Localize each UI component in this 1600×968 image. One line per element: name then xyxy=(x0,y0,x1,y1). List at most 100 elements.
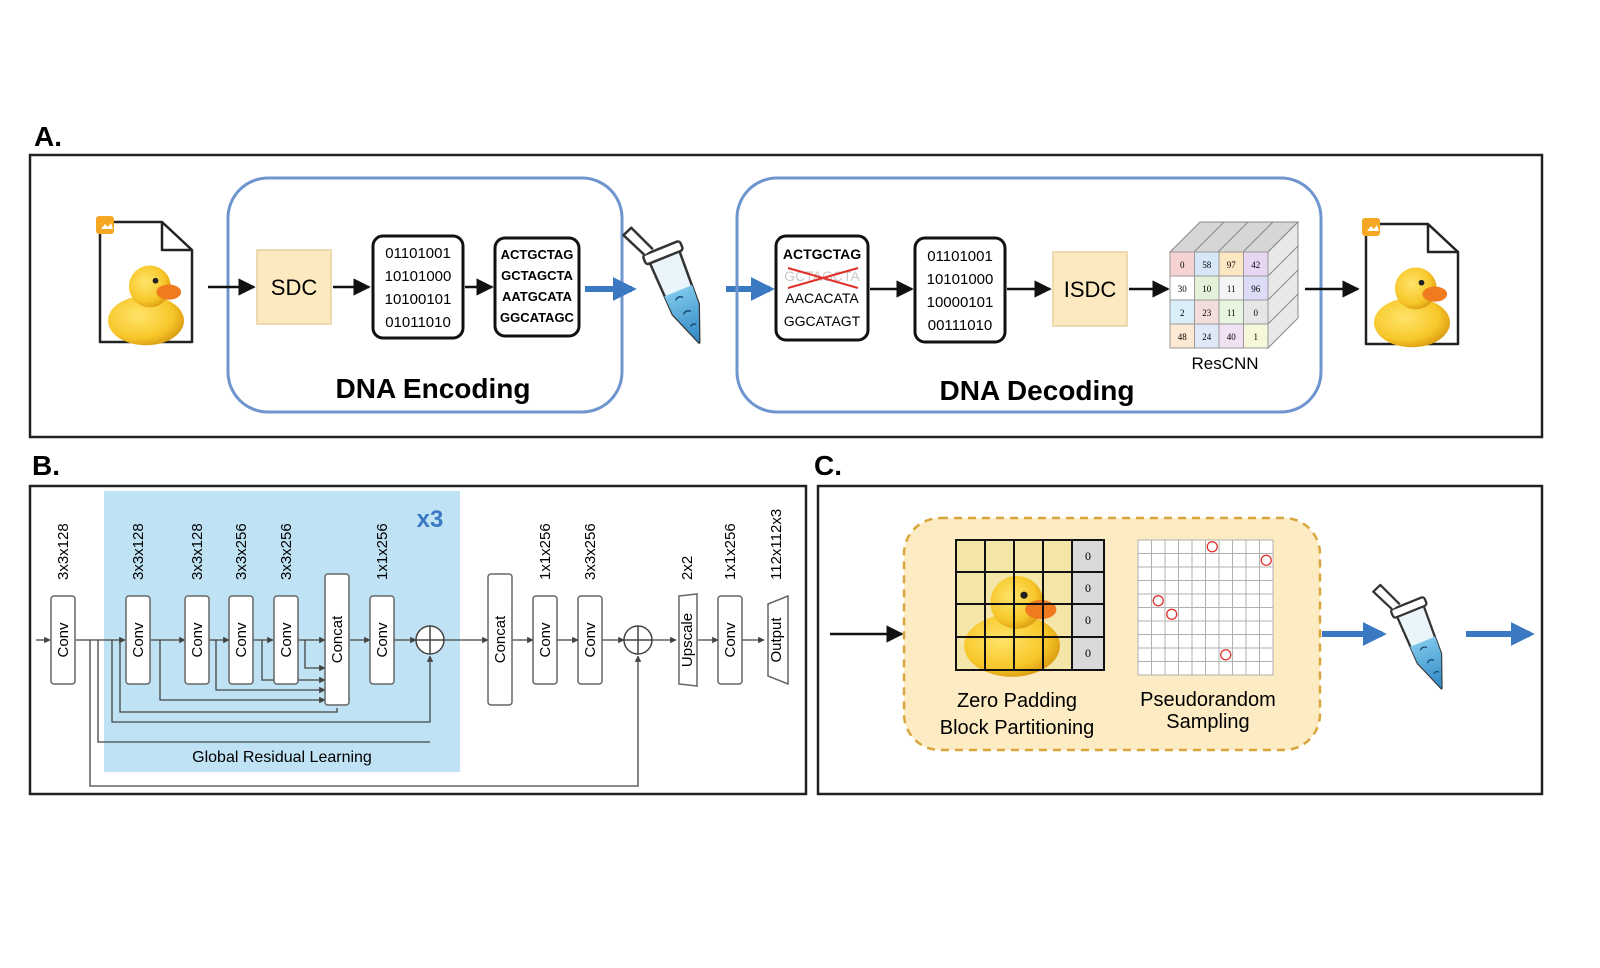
sampling-label-line1: Pseudorandom xyxy=(1140,689,1276,711)
encoding-dna-line: GGCATAGC xyxy=(500,310,575,325)
layer-type-label: Conv xyxy=(278,622,295,658)
rescnn-cell-value: 96 xyxy=(1251,284,1261,294)
rescnn-cell xyxy=(1194,251,1220,277)
dna-storage-tube-icon-c xyxy=(1370,570,1460,700)
pseudorandom-sampling-grid xyxy=(1137,539,1274,676)
decoding-dna-line: AACACATA xyxy=(785,290,859,306)
panel-c-label: C. xyxy=(814,450,842,481)
input-image-file-icon xyxy=(94,214,194,346)
encoding-dna-line: AATGCATA xyxy=(502,289,573,304)
layer-shape-label: 1x1x256 xyxy=(722,523,739,580)
rescnn-cell xyxy=(1243,299,1269,325)
rescnn-cell-value: 11 xyxy=(1227,308,1236,318)
decoding-dna-line: ACTGCTAG xyxy=(783,246,861,262)
conv-layer-block xyxy=(50,595,76,685)
encoding-dna-lines: ACTGCTAG GCTAGCTA AATGCATA GGCATAGC xyxy=(500,247,575,325)
dropped-strand-cross xyxy=(787,267,859,289)
upscale-layer-block xyxy=(678,593,698,687)
decoding-binary-line: 01101001 xyxy=(927,248,993,265)
layer-shape-label: 112x112x3 xyxy=(768,509,785,580)
sampled-point xyxy=(1260,554,1272,566)
layer-type-label: Conv xyxy=(582,622,599,658)
encoding-binary-line: 01101001 xyxy=(385,245,451,262)
sampled-point xyxy=(1152,595,1164,607)
padding-label-line1: Zero Padding xyxy=(957,690,1077,712)
encoding-binary-line: 10100101 xyxy=(385,291,452,308)
rescnn-cell xyxy=(1169,323,1195,349)
pad-zero-value: 0 xyxy=(1085,549,1091,563)
decoding-dna-line: GGCATAGT xyxy=(784,313,861,329)
isdc-label: ISDC xyxy=(1064,277,1117,302)
rescnn-cell-value: 0 xyxy=(1180,260,1185,270)
rescnn-cell xyxy=(1218,323,1244,349)
rescnn-cell xyxy=(1243,251,1269,277)
rescnn-cell-value: 42 xyxy=(1251,260,1260,270)
conv-layer-block xyxy=(369,595,395,685)
rescnn-cell-value: 2 xyxy=(1180,308,1185,318)
decoding-title: DNA Decoding xyxy=(940,375,1135,406)
rescnn-cell-value: 48 xyxy=(1178,332,1188,342)
layer-type-label: Conv xyxy=(537,622,554,658)
sampled-point xyxy=(1220,649,1232,661)
layer-shape-label: 3x3x256 xyxy=(233,523,250,580)
conv-layer-block xyxy=(228,595,254,685)
output-layer-block xyxy=(767,594,789,686)
rescnn-cell xyxy=(1169,299,1195,325)
panel-a-frame xyxy=(28,153,1544,439)
layer-type-label: Concat xyxy=(492,615,509,663)
layer-shape-label: 3x3x128 xyxy=(189,523,206,580)
rescnn-cell xyxy=(1194,275,1220,301)
global-residual-label: Global Residual Learning xyxy=(192,749,372,766)
layer-shape-label: 2x2 xyxy=(679,556,696,580)
layer-type-label: Upscale xyxy=(679,613,696,667)
decoding-group-box xyxy=(735,176,1323,414)
pad-zero-value: 0 xyxy=(1085,613,1091,627)
layer-shape-label: 1x1x256 xyxy=(537,523,554,580)
conv-layer-block xyxy=(577,595,603,685)
rescnn-cell-value: 24 xyxy=(1202,332,1212,342)
conv-layer-block xyxy=(273,595,299,685)
conv-layer-block xyxy=(125,595,151,685)
rescnn-cell-value: 0 xyxy=(1254,308,1259,318)
encoding-dna-box xyxy=(493,236,581,338)
network-flow-lines xyxy=(36,636,765,787)
decoding-binary-line: 00111010 xyxy=(928,317,993,334)
sampled-point xyxy=(1166,608,1178,620)
global-add-node xyxy=(623,625,653,655)
padded-image-grid: 0 0 0 0 xyxy=(955,539,1105,677)
sdc-label: SDC xyxy=(271,275,318,300)
layer-type-label: Conv xyxy=(374,622,391,658)
panel-b-frame xyxy=(28,484,808,796)
rescnn-cell-value: 30 xyxy=(1178,284,1188,294)
rescnn-cell-value: 11 xyxy=(1227,284,1236,294)
concat-layer-block xyxy=(487,573,513,706)
layer-type-label: Conv xyxy=(55,622,72,658)
encoding-binary-lines: 01101001 10101000 10100101 01011010 xyxy=(385,245,452,331)
decoding-binary-line: 10000101 xyxy=(927,294,994,311)
layer-type-label: Output xyxy=(768,617,785,663)
layer-shape-label: 3x3x256 xyxy=(582,523,599,580)
network-layers: Conv 3x3x128 Conv 3x3x128 Conv 3x3x128 Conv 3x3… xyxy=(50,509,789,706)
repeat-count: x3 xyxy=(417,506,444,533)
encoding-dna-line: GCTAGCTA xyxy=(501,268,573,283)
rescnn-cell xyxy=(1243,275,1269,301)
rescnn-cell-value: 10 xyxy=(1202,284,1212,294)
conv-layer-block xyxy=(532,595,558,685)
rescnn-cell xyxy=(1243,323,1269,349)
rescnn-cell-value: 58 xyxy=(1202,260,1212,270)
layer-shape-label: 3x3x256 xyxy=(278,523,295,580)
sampling-label-line2: Sampling xyxy=(1166,711,1249,733)
panel-c-frame xyxy=(816,484,1544,796)
pad-zero-value: 0 xyxy=(1085,646,1091,660)
encoding-title: DNA Encoding xyxy=(336,373,531,404)
sampled-point xyxy=(1206,541,1218,553)
layer-type-label: Conv xyxy=(189,622,206,658)
rescnn-cell-value: 97 xyxy=(1227,260,1237,270)
residual-add-node xyxy=(415,625,445,655)
encoding-binary-line: 01011010 xyxy=(385,314,451,331)
output-image-file-icon xyxy=(1360,216,1460,348)
decoding-binary-line: 10101000 xyxy=(927,271,994,288)
concat-layer-block xyxy=(324,573,350,706)
decoding-binary-box xyxy=(913,236,1007,344)
rescnn-cell xyxy=(1218,251,1244,277)
